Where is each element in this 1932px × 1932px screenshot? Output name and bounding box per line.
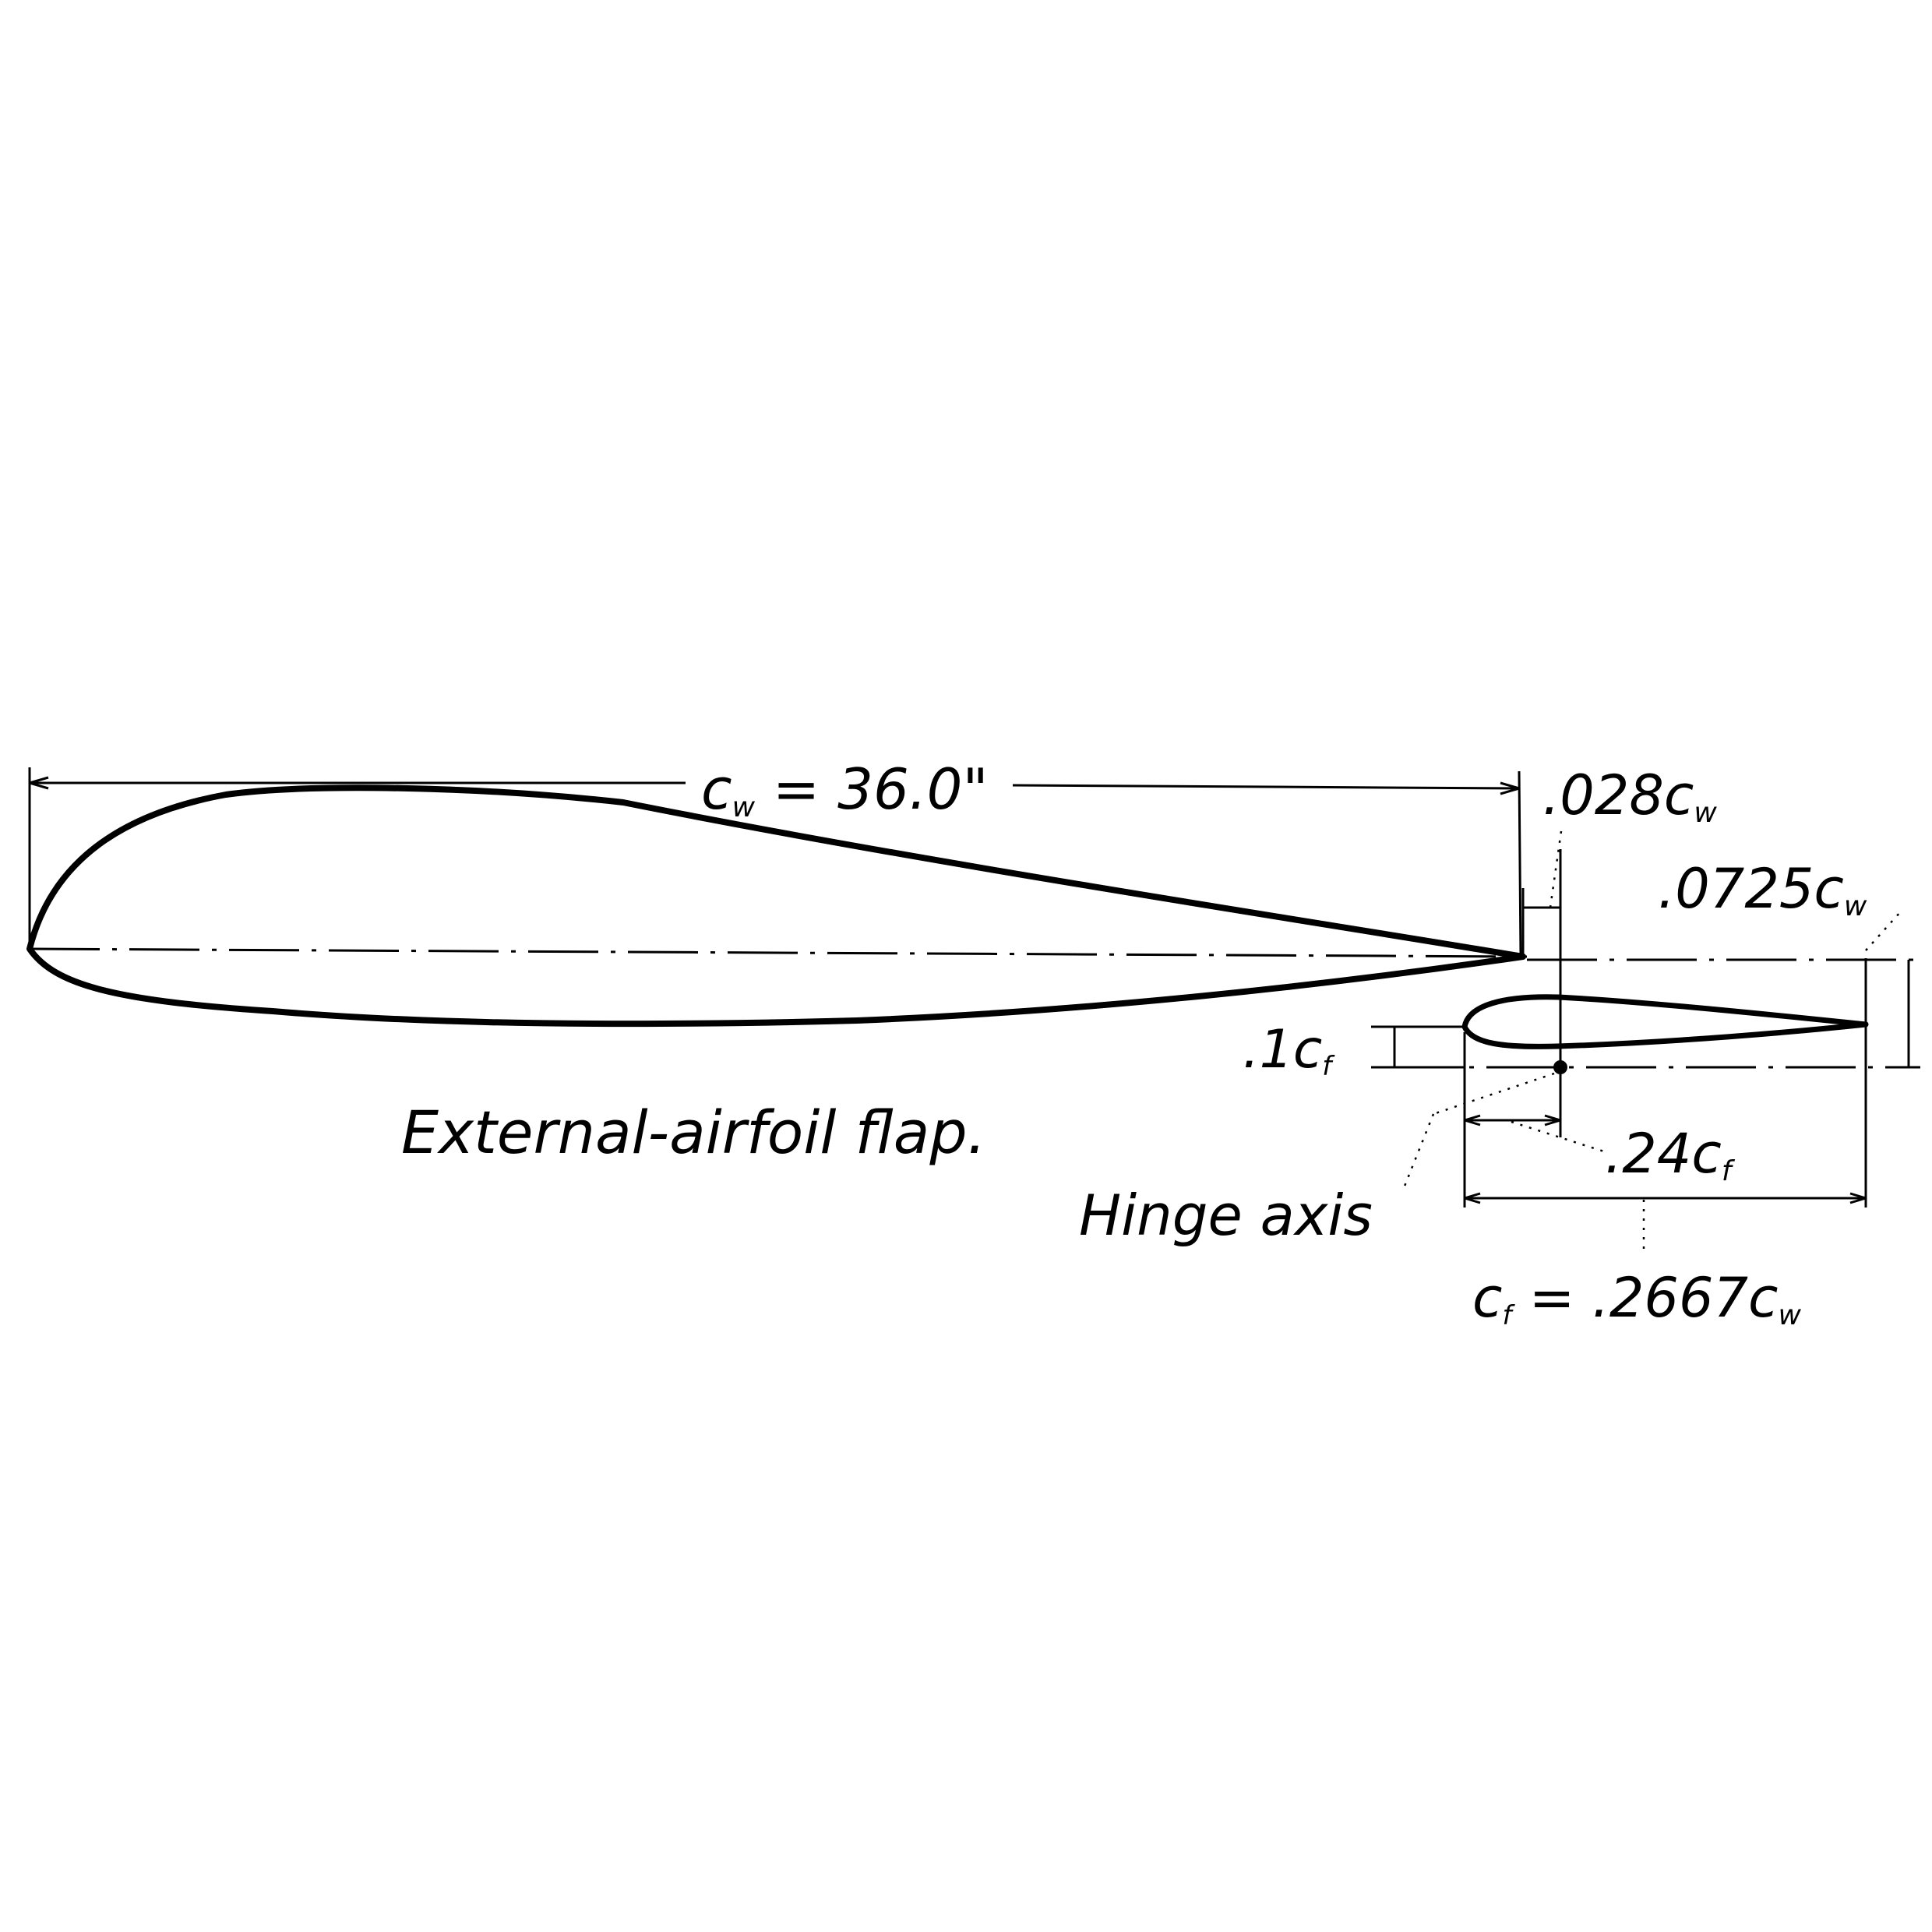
main-chord-dimension-right [1012,784,1520,790]
gap-horizontal-subscript: w [1844,890,1867,922]
flap-chord-value-subscript: w [1779,1299,1802,1331]
flap-chord-label: cf = .2667cw [1472,1266,1802,1331]
gap-vertical-label: .028cw [1542,763,1717,829]
flap-chord-arrows [1464,1192,1867,1204]
main-chord-label: cw = 36.0" [701,756,989,823]
main-chord-right-extension [1518,770,1522,955]
main-chord-right-arrow [1500,781,1520,795]
main-chord-left-arrow [29,776,49,790]
main-airfoil [26,784,1526,1028]
flap-airfoil [1461,994,1869,1049]
gap-vertical-value: .028c [1542,763,1694,827]
hinge-location-arrows [1464,1114,1561,1126]
flap-thickness-label: .1cf [1243,1019,1335,1082]
gap-horizontal-label: .0725cw [1658,857,1867,922]
figure-caption: External-airfoil flap. [401,1098,986,1167]
flap-chord-value: = .2667c [1511,1266,1778,1330]
main-chord-line [29,947,1528,958]
main-chord-subscript: w [732,791,756,823]
hinge-location-label: .24cf [1605,1122,1736,1187]
hinge-location-leader [1511,1120,1609,1155]
main-chord-value: = 36.0" [755,756,989,822]
gap-horizontal-value: .0725c [1658,857,1844,921]
flap-chord-symbol: c [1472,1266,1503,1330]
flap-thickness-value: .1c [1243,1019,1322,1081]
gap-vertical-subscript: w [1694,797,1717,829]
main-chord-symbol: c [701,756,732,822]
hinge-axis-label: Hinge axis [1079,1183,1373,1248]
hinge-location-value: .24c [1605,1122,1722,1186]
